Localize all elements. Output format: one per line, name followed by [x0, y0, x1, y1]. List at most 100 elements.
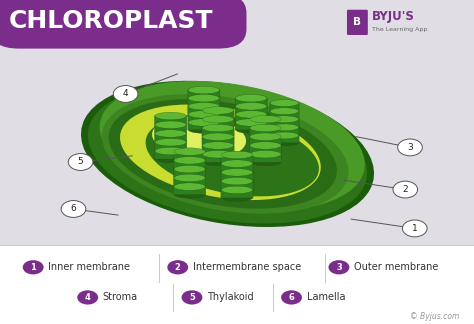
- Ellipse shape: [250, 133, 281, 141]
- Ellipse shape: [155, 129, 186, 136]
- FancyBboxPatch shape: [270, 111, 299, 119]
- Circle shape: [77, 290, 98, 305]
- Ellipse shape: [221, 185, 253, 193]
- Ellipse shape: [202, 141, 234, 148]
- FancyBboxPatch shape: [173, 169, 206, 177]
- Ellipse shape: [270, 139, 299, 146]
- Circle shape: [281, 290, 302, 305]
- FancyBboxPatch shape: [173, 151, 206, 160]
- Ellipse shape: [102, 94, 348, 214]
- Text: CHLOROPLAST: CHLOROPLAST: [9, 9, 213, 33]
- Ellipse shape: [81, 81, 374, 227]
- Ellipse shape: [270, 107, 299, 114]
- Ellipse shape: [270, 100, 299, 106]
- Circle shape: [398, 139, 422, 156]
- Ellipse shape: [202, 124, 234, 132]
- FancyBboxPatch shape: [270, 135, 299, 143]
- Ellipse shape: [236, 126, 267, 133]
- Ellipse shape: [270, 116, 299, 122]
- FancyBboxPatch shape: [270, 103, 299, 110]
- Ellipse shape: [174, 156, 205, 163]
- Text: Stroma: Stroma: [103, 293, 138, 302]
- Ellipse shape: [155, 137, 186, 145]
- Ellipse shape: [202, 115, 234, 123]
- Text: 5: 5: [78, 157, 83, 167]
- FancyBboxPatch shape: [249, 119, 282, 127]
- FancyBboxPatch shape: [235, 106, 267, 114]
- FancyBboxPatch shape: [155, 116, 187, 124]
- FancyBboxPatch shape: [249, 145, 282, 154]
- Ellipse shape: [250, 142, 281, 149]
- Ellipse shape: [188, 118, 219, 125]
- FancyBboxPatch shape: [235, 98, 267, 106]
- FancyBboxPatch shape: [173, 160, 206, 168]
- FancyBboxPatch shape: [173, 178, 206, 186]
- Text: Intermembrane space: Intermembrane space: [193, 262, 301, 272]
- Circle shape: [393, 181, 418, 198]
- FancyBboxPatch shape: [347, 10, 368, 35]
- FancyBboxPatch shape: [235, 122, 267, 130]
- Text: Thylakoid: Thylakoid: [207, 293, 254, 302]
- Text: B: B: [354, 17, 361, 27]
- Ellipse shape: [270, 131, 299, 138]
- Ellipse shape: [188, 93, 219, 101]
- Ellipse shape: [155, 121, 186, 129]
- Ellipse shape: [174, 156, 205, 164]
- FancyBboxPatch shape: [221, 172, 253, 180]
- Ellipse shape: [221, 168, 253, 176]
- Ellipse shape: [155, 146, 186, 154]
- Ellipse shape: [174, 174, 205, 182]
- FancyBboxPatch shape: [249, 154, 282, 162]
- Ellipse shape: [250, 141, 281, 148]
- Ellipse shape: [250, 123, 281, 131]
- Ellipse shape: [174, 183, 205, 191]
- Ellipse shape: [155, 147, 186, 155]
- Ellipse shape: [155, 130, 186, 137]
- FancyBboxPatch shape: [155, 124, 187, 133]
- Circle shape: [328, 260, 349, 274]
- FancyBboxPatch shape: [270, 119, 299, 127]
- Ellipse shape: [202, 114, 234, 122]
- Ellipse shape: [174, 165, 205, 173]
- Text: 1: 1: [412, 224, 418, 233]
- Ellipse shape: [188, 102, 219, 110]
- FancyBboxPatch shape: [202, 110, 234, 119]
- Ellipse shape: [270, 123, 299, 130]
- Ellipse shape: [236, 119, 267, 126]
- Ellipse shape: [100, 81, 365, 211]
- Circle shape: [167, 260, 188, 274]
- Ellipse shape: [155, 112, 186, 120]
- Text: BYJU'S: BYJU'S: [372, 10, 415, 23]
- Ellipse shape: [250, 150, 281, 158]
- Ellipse shape: [188, 110, 219, 117]
- Ellipse shape: [202, 133, 234, 141]
- Ellipse shape: [155, 120, 186, 128]
- Circle shape: [402, 220, 427, 237]
- Ellipse shape: [221, 176, 253, 184]
- Ellipse shape: [188, 119, 219, 126]
- Ellipse shape: [188, 126, 219, 133]
- Circle shape: [68, 154, 93, 170]
- FancyBboxPatch shape: [155, 142, 187, 150]
- Ellipse shape: [270, 124, 299, 131]
- Ellipse shape: [155, 138, 186, 146]
- Ellipse shape: [236, 110, 267, 118]
- Ellipse shape: [188, 94, 219, 102]
- Ellipse shape: [152, 116, 246, 159]
- Ellipse shape: [236, 118, 267, 125]
- FancyBboxPatch shape: [188, 106, 220, 114]
- Ellipse shape: [221, 160, 253, 168]
- Text: 6: 6: [71, 204, 76, 214]
- Ellipse shape: [236, 94, 267, 102]
- Ellipse shape: [202, 123, 234, 131]
- FancyBboxPatch shape: [202, 136, 234, 145]
- Text: 5: 5: [189, 293, 195, 302]
- Ellipse shape: [202, 149, 234, 157]
- Ellipse shape: [270, 115, 299, 122]
- Ellipse shape: [174, 148, 205, 156]
- FancyBboxPatch shape: [202, 154, 234, 162]
- FancyBboxPatch shape: [155, 151, 187, 159]
- Ellipse shape: [236, 101, 267, 109]
- Text: 3: 3: [336, 263, 342, 272]
- Text: © Byjus.com: © Byjus.com: [410, 312, 460, 321]
